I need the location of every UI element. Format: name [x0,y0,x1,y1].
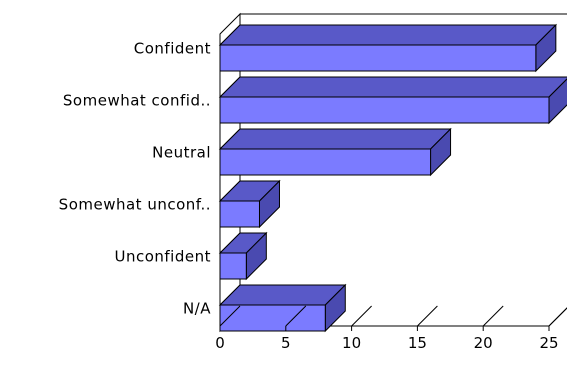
x-tick-depth [417,305,438,327]
x-axis: 0 5 10 15 20 25 [215,305,567,352]
x-tick-depth [351,305,372,327]
bar-top [218,128,452,150]
bar-top [218,284,347,306]
bar [219,304,326,332]
category-label: Somewhat confid.. [63,92,211,110]
x-tick-depth [285,305,307,327]
x-tick-depth [219,305,241,327]
category-label: Confident [134,40,211,58]
category-label: Unconfident [114,248,211,266]
bar-top [218,76,567,98]
bar [219,96,550,124]
x-tick-depth [482,305,504,327]
category-label: N/A [183,300,211,318]
x-tick-label: 25 [539,334,558,352]
bar [219,148,432,176]
category-label: Somewhat unconf.. [59,196,211,214]
x-tick-label: 0 [215,334,225,352]
x-tick-label: 15 [408,334,427,352]
bar [219,200,260,228]
bars [218,23,567,333]
bar [219,44,537,72]
bar-top [218,24,558,46]
x-tick-label: 20 [474,334,493,352]
bar [219,252,247,280]
category-labels: Confident Somewhat confid.. Neutral Somewha… [59,40,211,318]
x-tick-depth [548,307,567,327]
x-tick-label: 5 [281,334,291,352]
x-tick-label: 10 [342,334,361,352]
category-label: Neutral [152,144,211,162]
